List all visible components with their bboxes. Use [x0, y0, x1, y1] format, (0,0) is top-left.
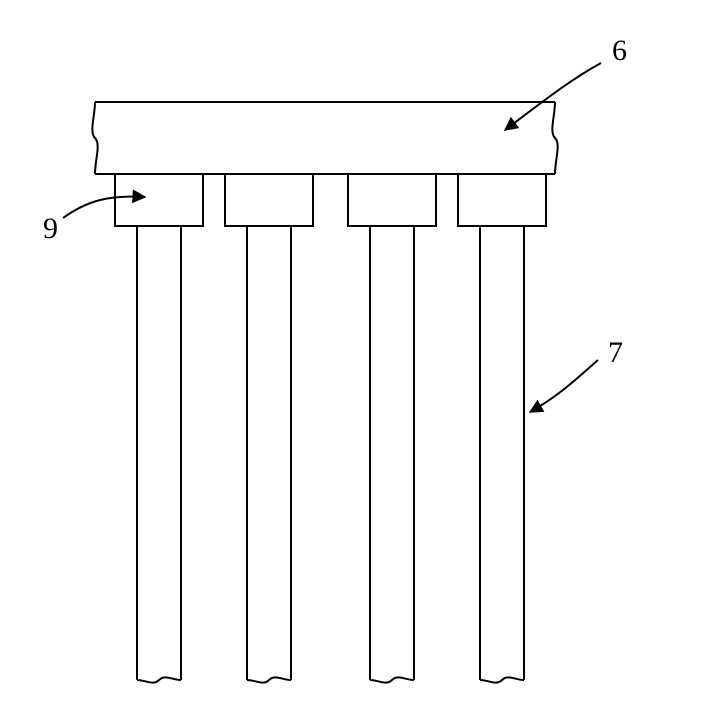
- callout-label-9: 9: [43, 212, 58, 245]
- cap-9: [458, 174, 546, 226]
- beam-6: [92, 102, 557, 174]
- callout-7: 7: [530, 336, 623, 412]
- bar-7: [247, 226, 291, 683]
- callout-label-7: 7: [608, 336, 623, 369]
- callout-6: 6: [505, 34, 627, 130]
- cap-9: [115, 174, 203, 226]
- bar-7: [137, 226, 181, 683]
- callout-label-6: 6: [612, 34, 627, 67]
- bar-7: [480, 226, 524, 683]
- cap-9: [225, 174, 313, 226]
- cap-9: [348, 174, 436, 226]
- callout-9: 9: [43, 197, 145, 245]
- bar-7: [370, 226, 414, 683]
